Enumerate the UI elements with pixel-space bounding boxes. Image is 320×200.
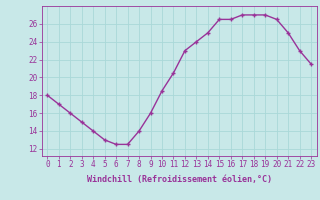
X-axis label: Windchill (Refroidissement éolien,°C): Windchill (Refroidissement éolien,°C) <box>87 175 272 184</box>
